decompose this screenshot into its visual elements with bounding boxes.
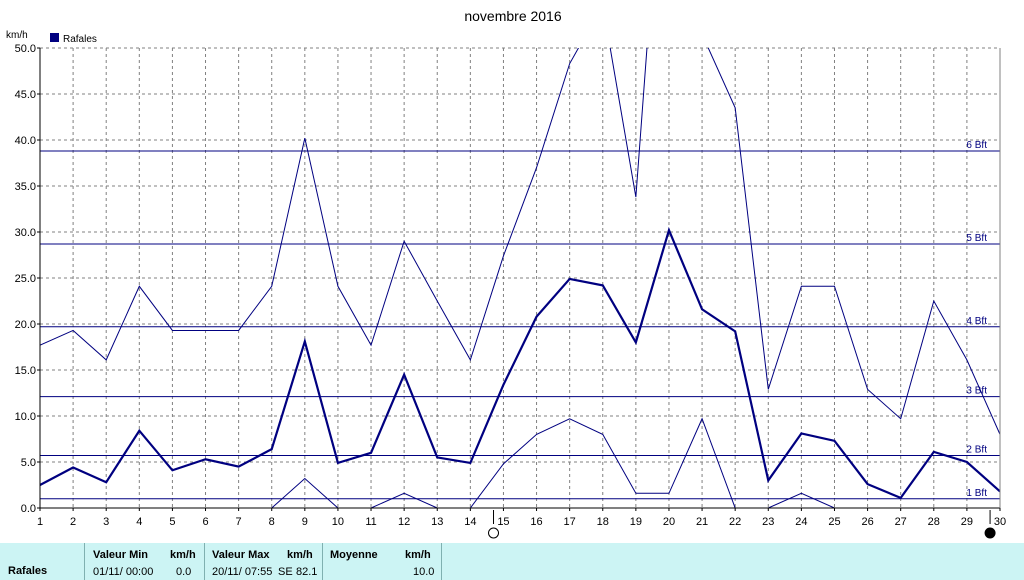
x-tick-label: 30 [994, 516, 1006, 528]
y-tick-label: 5.0 [21, 457, 36, 469]
stats-divider [441, 543, 442, 580]
x-tick-label: 25 [828, 516, 840, 528]
y-tick-label: 40.0 [15, 135, 36, 147]
avg-header: Moyenne [330, 549, 378, 561]
chart-title: novembre 2016 [464, 8, 562, 24]
max-header: Valeur Max [212, 549, 270, 561]
x-tick-label: 16 [530, 516, 542, 528]
x-tick-label: 12 [398, 516, 410, 528]
beaufort-label: 1 Bft [966, 488, 987, 499]
series-line-min [40, 417, 1000, 508]
x-tick-label: 2 [70, 516, 76, 528]
x-tick-label: 9 [302, 516, 308, 528]
stats-divider [84, 543, 85, 580]
x-tick-label: 17 [564, 516, 576, 528]
max-unit: km/h [287, 549, 313, 561]
x-tick-label: 5 [169, 516, 175, 528]
legend-label: Rafales [63, 34, 97, 45]
avg-unit: km/h [405, 549, 431, 561]
x-tick-label: 29 [961, 516, 973, 528]
max-datetime: 20/11/ 07:55 [212, 566, 273, 578]
series-line-mean [40, 226, 1000, 500]
x-tick-label: 23 [762, 516, 774, 528]
max-direction: SE [278, 566, 293, 578]
x-tick-label: 18 [597, 516, 609, 528]
stats-panel: Rafales Valeur Min km/h 01/11/ 00:00 0.0… [0, 543, 1024, 580]
series-line-max [40, 48, 1000, 435]
x-tick-label: 10 [332, 516, 344, 528]
x-tick-label: 13 [431, 516, 443, 528]
min-value: 0.0 [176, 566, 192, 578]
stats-divider [204, 543, 205, 580]
x-tick-label: 26 [861, 516, 873, 528]
x-tick-label: 28 [928, 516, 940, 528]
beaufort-label: 4 Bft [966, 316, 987, 327]
x-tick-label: 27 [895, 516, 907, 528]
max-value: 82.1 [296, 566, 318, 578]
beaufort-label: 3 Bft [966, 386, 987, 397]
x-tick-label: 22 [729, 516, 741, 528]
x-tick-label: 15 [497, 516, 509, 528]
x-tick-label: 3 [103, 516, 109, 528]
y-axis-label: km/h [6, 30, 28, 41]
x-tick-label: 24 [795, 516, 807, 528]
stats-row-label: Rafales [8, 565, 48, 577]
beaufort-label: 6 Bft [966, 140, 987, 151]
x-tick-label: 11 [365, 516, 376, 528]
x-tick-label: 7 [236, 516, 242, 528]
full-moon-icon [488, 527, 500, 539]
x-tick-label: 4 [136, 516, 142, 528]
min-datetime: 01/11/ 00:00 [93, 566, 154, 578]
beaufort-label: 2 Bft [966, 445, 987, 456]
min-unit: km/h [170, 549, 196, 561]
x-tick-label: 14 [464, 516, 476, 528]
y-tick-label: 10.0 [15, 411, 36, 423]
chart: novembre 2016 km/h Rafales 1 Bft 2 Bft 3 B… [6, 8, 1006, 539]
y-tick-label: 50.0 [15, 43, 36, 55]
x-tick-label: 20 [663, 516, 675, 528]
beaufort-label: 5 Bft [966, 233, 987, 244]
y-tick-label: 25.0 [15, 273, 36, 285]
y-tick-label: 30.0 [15, 227, 36, 239]
avg-value: 10.0 [413, 566, 435, 578]
y-tick-label: 20.0 [15, 319, 36, 331]
x-tick-label: 19 [630, 516, 642, 528]
x-tick-label: 8 [269, 516, 275, 528]
y-tick-label: 45.0 [15, 89, 36, 101]
legend-swatch [50, 33, 59, 42]
min-header: Valeur Min [93, 549, 149, 561]
stats-divider [322, 543, 323, 580]
y-tick-label: 15.0 [15, 365, 36, 377]
y-tick-label: 35.0 [15, 181, 36, 193]
x-tick-label: 6 [202, 516, 208, 528]
x-tick-label: 21 [696, 516, 708, 528]
new-moon-icon [984, 527, 996, 539]
y-tick-label: 0.0 [21, 503, 36, 515]
x-tick-label: 1 [37, 516, 43, 528]
